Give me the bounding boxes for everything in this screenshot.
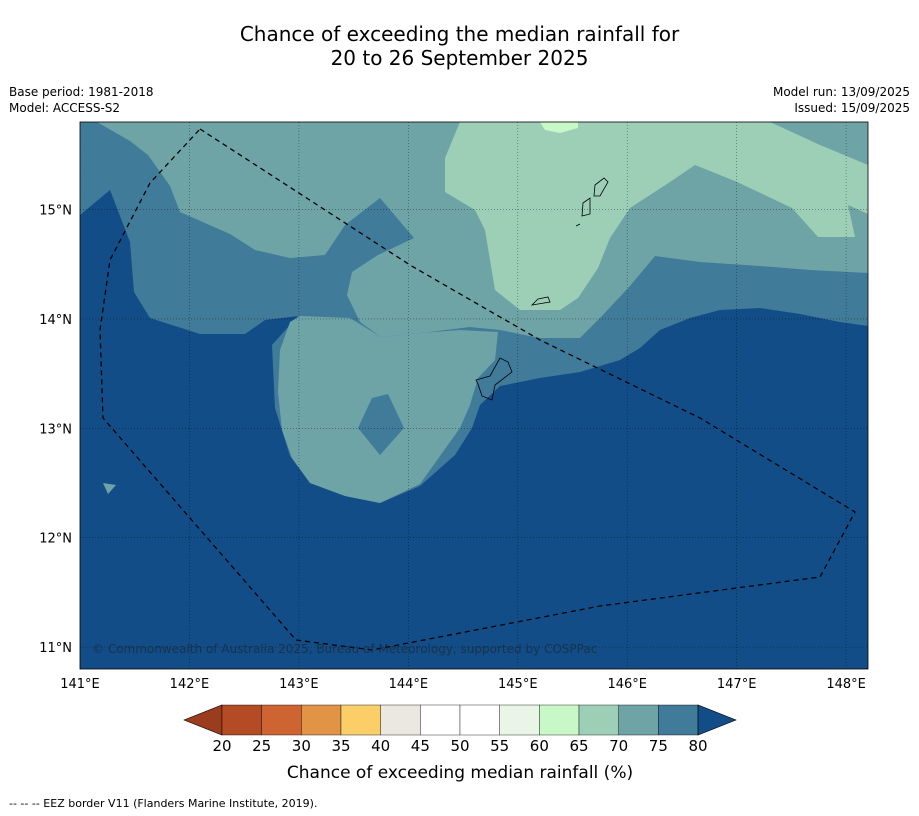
issued-date: Issued: 15/09/2025: [794, 101, 910, 115]
region-65-70: [445, 122, 868, 310]
region-75-80-blob: [358, 394, 404, 455]
map-figure: © Commonwealth of Australia 2025, Bureau…: [39, 121, 869, 783]
colorbar-tick-label: 25: [252, 737, 271, 755]
lon-tick-label: 146°E: [607, 677, 647, 692]
colorbar-arrow-low: [183, 704, 223, 736]
base-period: Base period: 1981-2018: [9, 85, 154, 99]
colorbar-swatch: [578, 704, 619, 736]
colorbar-swatch: [618, 704, 659, 736]
copyright-notice: © Commonwealth of Australia 2025, Bureau…: [92, 642, 597, 656]
longitude-tick-labels: 141°E 142°E 143°E 144°E 145°E 146°E 147°E 148°E: [60, 677, 866, 692]
colorbar-arrow-high: [697, 704, 737, 736]
lat-tick-label: 15°N: [39, 204, 72, 219]
colorbar-swatch: [221, 704, 262, 736]
model-run: Model run: 13/09/2025: [772, 85, 910, 99]
saipan-island: [593, 177, 609, 197]
meta-right: Model run: 13/09/2025 Issued: 15/09/2025: [773, 84, 910, 116]
lon-tick-label: 145°E: [498, 677, 538, 692]
lon-tick-label: 144°E: [389, 677, 429, 692]
eez-border: [99, 128, 856, 651]
map-frame: [79, 121, 869, 670]
colorbar-tick-label: 55: [490, 737, 509, 755]
colorbar-title: Chance of exceeding median rainfall (%): [287, 763, 633, 783]
colorbar-tick-label: 40: [371, 737, 390, 755]
colorbar-swatch: [301, 704, 342, 736]
title-line-2: 20 to 26 September 2025: [330, 46, 589, 70]
colorbar-swatch: [499, 704, 540, 736]
colorbar-tick-label: 65: [569, 737, 588, 755]
region-70-75-islet: [103, 483, 116, 494]
colorbar-tick-label: 75: [649, 737, 668, 755]
colorbar-tick-label: 80: [688, 737, 707, 755]
map-title: Chance of exceeding the median rainfall …: [0, 22, 919, 70]
graticule: [80, 122, 868, 669]
lat-tick-label: 14°N: [39, 313, 72, 328]
lon-tick-label: 141°E: [60, 677, 100, 692]
guam-island: [475, 357, 513, 401]
title-line-1: Chance of exceeding the median rainfall …: [239, 22, 680, 46]
map-panel: [80, 122, 868, 669]
lat-tick-label: 11°N: [39, 641, 72, 656]
lon-tick-label: 143°E: [279, 677, 319, 692]
colorbar-swatch: [539, 704, 580, 736]
aguijan-island: [575, 223, 581, 227]
colorbar-tick-label: 70: [609, 737, 628, 755]
colorbar-swatch: [261, 704, 302, 736]
colorbar-tick-label: 45: [411, 737, 430, 755]
region-60-65: [540, 122, 578, 133]
colorbar-swatch: [658, 704, 699, 736]
lon-tick-label: 142°E: [170, 677, 210, 692]
lat-tick-label: 12°N: [39, 532, 72, 547]
colorbar-swatch: [459, 704, 500, 736]
colorbar-tick-label: 30: [292, 737, 311, 755]
latitude-tick-labels: 15°N 14°N 13°N 12°N 11°N: [39, 204, 72, 657]
lon-tick-label: 147°E: [717, 677, 757, 692]
colorbar-swatch: [380, 704, 421, 736]
lat-tick-label: 13°N: [39, 422, 72, 437]
colorbar-swatch: [420, 704, 461, 736]
colorbar-swatch: [340, 704, 381, 736]
colorbar-tick-label: 60: [530, 737, 549, 755]
colorbar: 20 25 30 35 40 45 50 55 60 65 70 75 80: [183, 704, 737, 755]
tinian-island: [581, 197, 591, 217]
colorbar-tick-label: 50: [450, 737, 469, 755]
lon-tick-label: 148°E: [826, 677, 866, 692]
colorbar-tick-label: 35: [331, 737, 350, 755]
eez-legend-note: -- -- -- EEZ border V11 (Flanders Marine…: [9, 797, 318, 810]
colorbar-tick-label: 20: [212, 737, 231, 755]
meta-left: Base period: 1981-2018 Model: ACCESS-S2: [9, 84, 154, 116]
rota-island: [530, 296, 551, 306]
model-name: Model: ACCESS-S2: [9, 101, 121, 115]
